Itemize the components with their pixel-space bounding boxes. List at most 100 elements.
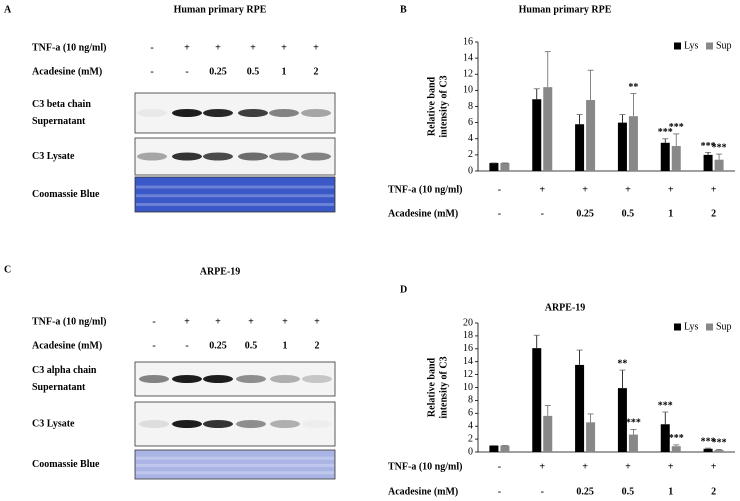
- condition-value: 0.5: [245, 340, 258, 351]
- blot: [134, 176, 336, 213]
- condition-value: +: [314, 316, 320, 327]
- condition-value: +: [184, 42, 190, 53]
- panel-letter: A: [4, 4, 12, 15]
- condition-value: +: [282, 316, 288, 327]
- legend-label: Sup: [716, 40, 732, 51]
- condition-label: Acadesine (mM): [32, 340, 102, 351]
- condition-value: +: [625, 184, 631, 195]
- panel-letter: D: [400, 284, 407, 295]
- y-tick-label: 16: [463, 36, 473, 47]
- blot-stripe: [136, 463, 334, 467]
- condition-value: -: [498, 486, 501, 497]
- blot-band: [236, 375, 266, 383]
- panel-letter: C: [4, 264, 11, 275]
- condition-value: -: [150, 66, 153, 77]
- blot-band: [270, 375, 300, 383]
- condition-value: 1: [282, 66, 287, 77]
- y-tick-label: 8: [468, 101, 473, 112]
- condition-value: +: [248, 316, 254, 327]
- blot-stripe: [136, 203, 334, 206]
- condition-value: +: [250, 42, 256, 53]
- y-tick-label: 14: [463, 52, 473, 63]
- y-tick-label: 18: [463, 330, 473, 341]
- blot-band: [172, 109, 202, 117]
- condition-label: TNF-a (10 ng/ml): [32, 316, 106, 327]
- blot-band: [301, 109, 331, 117]
- condition-value: -: [152, 316, 155, 327]
- y-axis-label: intensity of C3: [438, 356, 449, 418]
- blot: [134, 401, 336, 447]
- bar: [586, 422, 596, 452]
- chart-title: Human primary RPE: [519, 4, 612, 15]
- condition-value: +: [184, 316, 190, 327]
- condition-value: 0.25: [209, 340, 227, 351]
- condition-value: +: [281, 42, 287, 53]
- condition-value: +: [582, 184, 588, 195]
- blot-band: [203, 152, 233, 161]
- y-tick-label: 6: [468, 408, 473, 419]
- legend-swatch: [674, 42, 681, 50]
- condition-value: +: [582, 461, 588, 472]
- legend-label: Lys: [684, 40, 699, 51]
- y-tick-label: 0: [468, 446, 473, 457]
- bar: [586, 100, 596, 171]
- bar: [660, 424, 670, 452]
- legend-swatch: [706, 42, 713, 50]
- blot-band: [301, 152, 331, 161]
- bar: [489, 445, 499, 452]
- condition-value: 2: [711, 208, 716, 219]
- condition-label: Acadesine (mM): [388, 208, 458, 219]
- condition-value: -: [541, 208, 544, 219]
- condition-value: +: [215, 42, 221, 53]
- blot-band: [137, 109, 167, 117]
- significance: ***: [701, 436, 716, 447]
- significance: **: [617, 358, 627, 369]
- blot-stripe: [136, 471, 334, 475]
- y-tick-label: 4: [468, 133, 473, 144]
- condition-label: Acadesine (mM): [32, 66, 102, 77]
- legend-label: Lys: [684, 321, 699, 332]
- condition-value: 2: [711, 486, 716, 497]
- condition-value: +: [711, 461, 717, 472]
- blot-stripe: [136, 194, 334, 198]
- bar: [543, 415, 553, 452]
- condition-value: +: [711, 184, 717, 195]
- blot-band: [172, 152, 202, 161]
- blot-band: [269, 109, 299, 117]
- bar: [617, 122, 627, 171]
- legend-swatch: [674, 323, 681, 331]
- significance: ***: [712, 142, 727, 153]
- blot-band: [137, 152, 167, 161]
- bar: [660, 142, 670, 171]
- condition-label: Acadesine (mM): [388, 486, 458, 497]
- bar: [575, 364, 585, 452]
- blot-band: [139, 375, 169, 383]
- bar: [489, 162, 499, 171]
- condition-value: -: [541, 486, 544, 497]
- bar: [500, 162, 510, 171]
- condition-value: 0.5: [622, 486, 635, 497]
- y-axis-label: intensity of C3: [438, 75, 449, 137]
- y-tick-label: 4: [468, 420, 473, 431]
- y-tick-label: 2: [468, 433, 473, 444]
- y-tick-label: 0: [468, 165, 473, 176]
- condition-value: +: [215, 316, 221, 327]
- blot-band: [270, 420, 300, 428]
- blot-band: [139, 420, 169, 428]
- blot-stripe: [136, 185, 334, 189]
- y-axis-label: Relative band: [426, 76, 437, 136]
- blot-band: [172, 375, 202, 383]
- blot: [134, 449, 336, 480]
- y-tick-label: 10: [463, 85, 473, 96]
- blot-band: [236, 420, 266, 428]
- bar: [671, 446, 681, 452]
- condition-label: TNF-a (10 ng/ml): [388, 461, 462, 472]
- blot-label: C3 Lysate: [32, 151, 75, 162]
- condition-value: +: [668, 184, 674, 195]
- significance: ***: [658, 127, 673, 138]
- condition-label: TNF-a (10 ng/ml): [388, 184, 462, 195]
- condition-value: +: [539, 461, 545, 472]
- blot-band: [238, 109, 268, 117]
- condition-value: 0.5: [622, 208, 635, 219]
